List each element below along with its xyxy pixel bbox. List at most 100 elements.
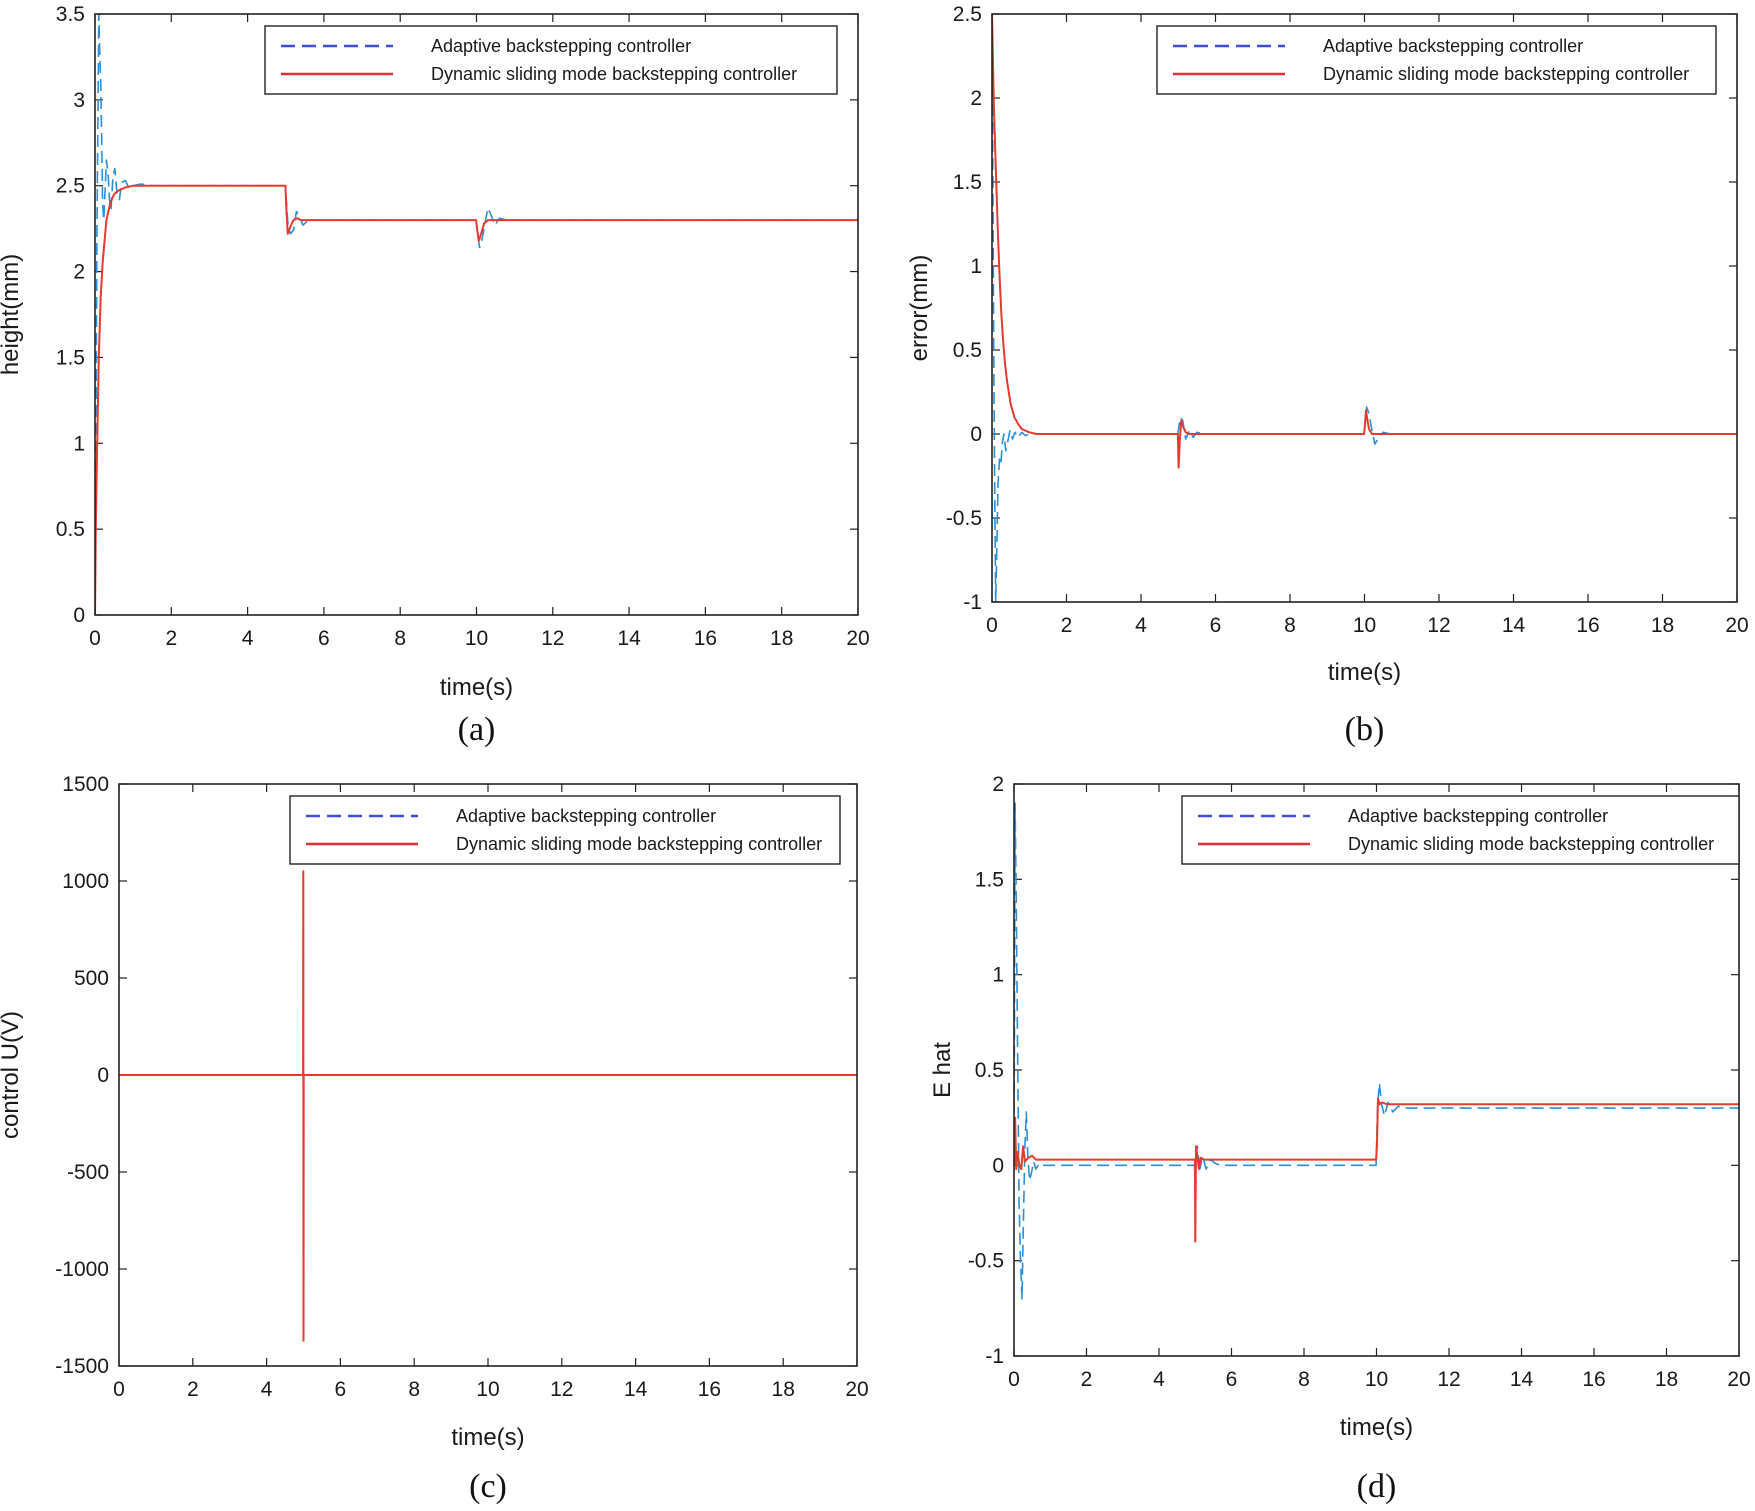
y-tick-label: 2	[970, 87, 982, 110]
chart-panel-a: 0 2 4 6 8 10 12 14 16 18 20 0 0.5 1 1.5 2 2.5 3 3.5 Adaptiv…	[0, 3, 870, 748]
legend: Adaptive backstepping controller Dynamic …	[289, 795, 841, 865]
x-tick-label: 4	[261, 1378, 273, 1401]
y-tick-label: 1500	[62, 773, 109, 796]
x-axis-label: time(s)	[1328, 659, 1401, 686]
y-tick-label: 2	[992, 773, 1004, 796]
y-axis-label: error(mm)	[906, 255, 933, 362]
x-tick-label: 14	[617, 627, 641, 650]
x-tick-label: 6	[335, 1378, 347, 1401]
x-tick-label: 16	[1576, 614, 1599, 637]
legend-entry-label: Dynamic sliding mode backstepping contro…	[1323, 64, 1689, 84]
y-tick-label: 1	[73, 432, 85, 455]
x-tick-label: 2	[1081, 1368, 1093, 1391]
series-dynamic-line	[992, 14, 1737, 469]
chart-panel-d: 0 2 4 6 8 10 12 14 16 18 20 -1 -0.5 0 0.5 1 1.5 2 Adaptive…	[929, 773, 1751, 1505]
x-tick-label: 8	[1298, 1368, 1310, 1391]
y-axis-label: control U(V)	[0, 1011, 24, 1139]
y-tick-label: -0.5	[946, 507, 982, 530]
plot-frame	[118, 783, 858, 1367]
y-tick-label: 2.5	[56, 175, 85, 198]
x-tick-label: 20	[845, 1378, 868, 1401]
series-dynamic-line	[119, 870, 857, 1342]
legend-entry-label: Dynamic sliding mode backstepping contro…	[431, 64, 797, 84]
y-tick-label: -1500	[55, 1355, 109, 1378]
x-tick-label: 20	[1727, 1368, 1750, 1391]
plot-frame	[991, 13, 1738, 603]
y-tick-label: 0	[992, 1154, 1004, 1177]
x-tick-label: 10	[465, 627, 488, 650]
series-dynamic-line	[1014, 1097, 1739, 1243]
series-adaptive-line	[992, 14, 1737, 602]
x-axis-label: time(s)	[440, 674, 513, 701]
x-tick-label: 0	[113, 1378, 125, 1401]
x-tick-label: 8	[408, 1378, 420, 1401]
series-dynamic-line	[95, 184, 858, 615]
legend-box	[1156, 25, 1717, 95]
panel-caption: (d)	[1357, 1468, 1397, 1505]
x-tick-label: 14	[624, 1378, 648, 1401]
x-tick-label: 18	[1651, 614, 1674, 637]
y-tick-label: -1	[985, 1345, 1004, 1368]
y-tick-label: 0.5	[975, 1059, 1004, 1082]
x-tick-label: 6	[1226, 1368, 1238, 1391]
y-tick-label: -1	[963, 591, 982, 614]
legend-box	[264, 25, 838, 95]
legend-entry-label: Adaptive backstepping controller	[1323, 36, 1583, 56]
panel-caption: (b)	[1345, 711, 1385, 748]
x-tick-label: 12	[1427, 614, 1450, 637]
legend-box	[1181, 795, 1740, 865]
x-tick-label: 12	[1437, 1368, 1460, 1391]
y-tick-label: 0.5	[56, 518, 85, 541]
y-tick-label: 0	[73, 604, 85, 627]
x-tick-label: 10	[476, 1378, 499, 1401]
x-tick-label: 16	[1582, 1368, 1605, 1391]
x-tick-label: 8	[1284, 614, 1296, 637]
chart-panel-b: 0 2 4 6 8 10 12 14 16 18 20 -1 -0.5 0 0.5 1 1.5 2 2.5 Adapt…	[906, 3, 1749, 748]
x-tick-label: 20	[1725, 614, 1748, 637]
y-tick-label: 0	[97, 1064, 109, 1087]
x-tick-label: 12	[550, 1378, 573, 1401]
x-tick-label: 6	[1210, 614, 1222, 637]
x-tick-label: 18	[772, 1378, 795, 1401]
x-tick-label: 18	[770, 627, 793, 650]
legend: Adaptive backstepping controller Dynamic …	[1156, 25, 1717, 95]
legend: Adaptive backstepping controller Dynamic …	[264, 25, 838, 95]
y-tick-label: 1	[970, 255, 982, 278]
series-adaptive-line	[95, 14, 858, 615]
x-tick-label: 0	[986, 614, 998, 637]
x-tick-label: 2	[165, 627, 177, 650]
panel-caption: (a)	[458, 711, 496, 748]
y-tick-label: 0.5	[953, 339, 982, 362]
x-tick-label: 2	[187, 1378, 199, 1401]
y-axis-label: height(mm)	[0, 254, 24, 375]
legend-entry-label: Dynamic sliding mode backstepping contro…	[456, 834, 822, 854]
x-tick-label: 6	[318, 627, 330, 650]
chart-panel-c: 0 2 4 6 8 10 12 14 16 18 20 -1500 -1000 -500 0 500 1000 1…	[0, 773, 869, 1505]
x-tick-label: 8	[394, 627, 406, 650]
y-tick-label: 1.5	[953, 171, 982, 194]
y-tick-label: -0.5	[968, 1250, 1004, 1273]
x-tick-label: 0	[89, 627, 101, 650]
x-tick-label: 2	[1061, 614, 1073, 637]
x-tick-label: 0	[1008, 1368, 1020, 1391]
legend-entry-label: Adaptive backstepping controller	[431, 36, 691, 56]
y-tick-label: 3	[73, 89, 85, 112]
x-axis-label: time(s)	[1340, 1414, 1413, 1441]
x-tick-label: 4	[1153, 1368, 1165, 1391]
y-tick-label: -500	[67, 1161, 109, 1184]
y-tick-label: 2.5	[953, 3, 982, 26]
legend-entry-label: Adaptive backstepping controller	[1348, 806, 1608, 826]
y-axis-label: E hat	[929, 1042, 956, 1098]
plot-frame	[94, 13, 859, 616]
x-tick-label: 16	[698, 1378, 721, 1401]
x-tick-label: 16	[694, 627, 717, 650]
y-tick-label: -1000	[55, 1258, 109, 1281]
x-tick-label: 10	[1353, 614, 1376, 637]
panel-caption: (c)	[469, 1468, 507, 1505]
x-axis-label: time(s)	[451, 1424, 524, 1451]
x-tick-label: 14	[1510, 1368, 1534, 1391]
x-tick-label: 12	[541, 627, 564, 650]
y-tick-label: 1.5	[975, 868, 1004, 891]
y-tick-label: 1000	[62, 870, 109, 893]
